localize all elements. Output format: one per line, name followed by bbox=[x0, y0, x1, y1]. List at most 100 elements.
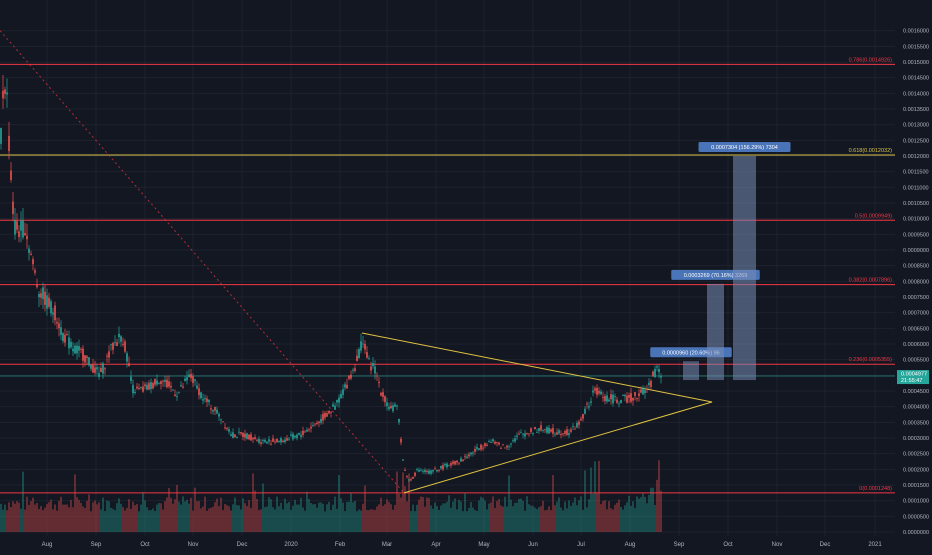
volume-bar bbox=[346, 501, 348, 532]
volume-bar bbox=[340, 498, 342, 532]
time-axis-label: Mar bbox=[382, 542, 392, 548]
volume-bar bbox=[246, 506, 248, 532]
candle-body bbox=[244, 433, 246, 438]
volume-bar bbox=[468, 507, 470, 532]
candle-body bbox=[138, 387, 140, 390]
candle-body bbox=[72, 348, 74, 352]
volume-bar bbox=[500, 505, 502, 532]
volume-bar bbox=[252, 473, 254, 532]
price-axis-label: 0.0008500 bbox=[903, 264, 929, 270]
price-axis[interactable]: 0.0000000 0.0000500 0.0001000 0.0001500 0.00… bbox=[903, 29, 929, 536]
candle-body bbox=[454, 460, 456, 465]
candle-body bbox=[322, 413, 324, 421]
candle-body bbox=[498, 442, 500, 445]
candle-body bbox=[18, 231, 20, 238]
candle-body bbox=[376, 375, 378, 377]
volume-bar bbox=[176, 485, 178, 532]
volume-bar bbox=[20, 508, 22, 532]
candle-body bbox=[536, 432, 538, 433]
candle-body bbox=[440, 465, 442, 469]
candle-body bbox=[334, 405, 336, 410]
time-axis-label: Sep bbox=[674, 542, 685, 548]
volume-bar bbox=[454, 498, 456, 532]
volume-bar bbox=[430, 505, 432, 532]
candle-body bbox=[40, 293, 42, 298]
candle-body bbox=[96, 367, 98, 370]
volume-bar bbox=[512, 506, 514, 532]
volume-bar bbox=[142, 492, 144, 532]
candle-body bbox=[156, 380, 158, 385]
time-axis-label: Feb bbox=[335, 542, 346, 548]
volume-bar bbox=[506, 506, 508, 532]
candle-body bbox=[274, 441, 276, 443]
diagonal-trendline bbox=[0, 30, 405, 494]
candle-body bbox=[148, 383, 150, 390]
target-label: 0.0003269 (70.16%) 3269 bbox=[684, 273, 748, 279]
volume-bar bbox=[442, 503, 444, 532]
target-box bbox=[707, 283, 724, 381]
volume-bar bbox=[370, 509, 372, 532]
candle-body bbox=[206, 398, 208, 402]
volume-bar bbox=[422, 497, 424, 532]
volume-bar bbox=[596, 492, 598, 532]
time-axis[interactable]: Aug Sep Oct Nov Dec 2020 Feb Mar Apr May Jun Jul Aug… bbox=[42, 542, 883, 548]
candle-body bbox=[528, 433, 530, 435]
candle-body bbox=[560, 434, 562, 436]
candle-body bbox=[10, 170, 12, 180]
candle-body bbox=[308, 429, 310, 431]
candle-body bbox=[230, 434, 232, 436]
candle-body bbox=[350, 374, 352, 379]
candle-body bbox=[502, 444, 504, 446]
volume-bar bbox=[332, 504, 334, 532]
candle-body bbox=[562, 433, 564, 435]
volume-bar bbox=[564, 501, 566, 532]
volume-bar bbox=[132, 501, 134, 532]
fib-level-label: 0(0.0001248) bbox=[859, 486, 892, 492]
candle-body bbox=[112, 342, 114, 350]
volume-bar bbox=[380, 497, 382, 532]
volume-bar bbox=[94, 500, 96, 532]
candle-body bbox=[268, 439, 270, 442]
candle-body bbox=[120, 336, 122, 342]
candle-body bbox=[396, 405, 398, 407]
volume-bar bbox=[474, 509, 476, 532]
volume-bar bbox=[546, 509, 548, 532]
candle-body bbox=[420, 470, 422, 472]
candle-body bbox=[344, 384, 346, 388]
volume-bar bbox=[482, 497, 484, 532]
volume-bar bbox=[26, 496, 28, 532]
candle-body bbox=[456, 460, 458, 463]
candle-body bbox=[58, 323, 60, 329]
volume-bar bbox=[122, 507, 124, 532]
candle-body bbox=[652, 371, 654, 377]
candle-body bbox=[284, 439, 286, 443]
volume-bar bbox=[352, 502, 354, 532]
candle-body bbox=[340, 394, 342, 399]
current-price-tag bbox=[897, 370, 929, 385]
volume-bars bbox=[0, 460, 662, 532]
volume-bar bbox=[82, 506, 84, 532]
volume-bar bbox=[126, 507, 128, 532]
volume-bar bbox=[216, 498, 218, 532]
volume-bar bbox=[652, 487, 654, 532]
candle-body bbox=[260, 442, 262, 444]
volume-bar bbox=[96, 504, 98, 532]
volume-bar bbox=[544, 510, 546, 532]
candle-body bbox=[602, 397, 604, 398]
candle-body bbox=[434, 468, 436, 470]
candles bbox=[0, 74, 662, 483]
volume-bar bbox=[268, 497, 270, 532]
candle-body bbox=[62, 333, 64, 342]
candle-body bbox=[50, 301, 52, 314]
volume-bar bbox=[16, 501, 18, 532]
volume-bar bbox=[424, 506, 426, 532]
volume-bar bbox=[518, 498, 520, 532]
candle-body bbox=[472, 452, 474, 454]
candle-body bbox=[368, 358, 370, 359]
time-axis-label: Sep bbox=[91, 542, 102, 548]
candle-body bbox=[326, 413, 328, 417]
volume-bar bbox=[526, 496, 528, 532]
volume-bar bbox=[398, 493, 400, 532]
